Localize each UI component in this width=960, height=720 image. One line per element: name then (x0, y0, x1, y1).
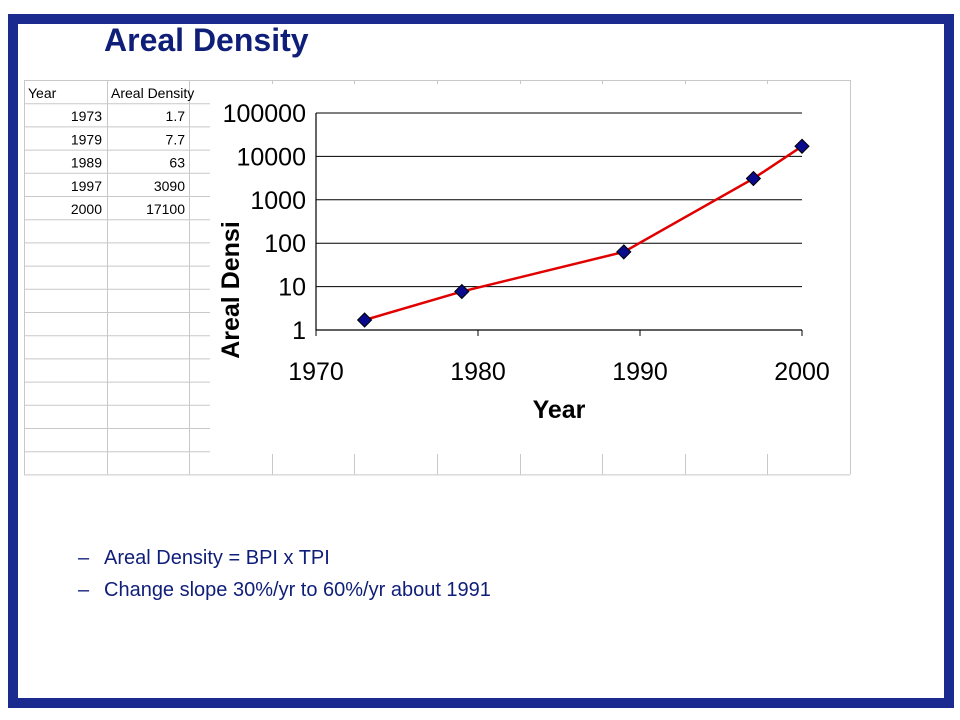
data-point (745, 170, 762, 187)
table-cell-value: 17100 (146, 201, 185, 217)
y-tick-label: 100000 (223, 100, 306, 128)
bullet-item: – Change slope 30%/yr to 60%/yr about 199… (78, 579, 491, 611)
table-cell-year: 2000 (71, 201, 102, 217)
data-point (454, 283, 470, 300)
table-cell-value: 1.7 (166, 108, 186, 124)
y-tick-label: 1000 (250, 187, 306, 215)
chart: 1 10 100 1000 10000 100000 1970 1980 1990 2000 Yea… (210, 84, 850, 454)
x-tick-label: 1970 (288, 358, 344, 386)
y-axis-title: Areal Densi (217, 221, 245, 359)
bullet-text: Change slope 30%/yr to 60%/yr about 1991 (104, 579, 491, 601)
slide-title: Areal Density (104, 22, 309, 58)
bullet-text: Areal Density = BPI x TPI (104, 547, 330, 569)
table-cell-year: 1989 (71, 155, 102, 171)
data-point (356, 312, 373, 328)
x-axis-title: Year (533, 396, 586, 424)
table-cell-year: 1997 (71, 178, 102, 194)
table-cell-value: 7.7 (166, 131, 186, 147)
data-point (616, 244, 632, 260)
x-tick-label: 1980 (450, 358, 506, 386)
y-tick-label: 1 (292, 317, 306, 345)
table-cell-value: 63 (169, 155, 185, 171)
y-tick-label: 10000 (236, 143, 306, 171)
table-cell-year: 1979 (71, 131, 102, 147)
spreadsheet-cells: Year Areal Density 1973 1.7 1979 7.7 1989 63 199… (28, 85, 194, 217)
x-tick-label: 2000 (774, 358, 830, 386)
y-tick-label: 10 (278, 274, 306, 302)
spreadsheet-with-chart: Year Areal Density 1973 1.7 1979 7.7 1989 63 199… (24, 80, 851, 476)
table-header-areal-density: Areal Density (111, 85, 194, 101)
x-tick-label: 1990 (612, 358, 668, 386)
bullet-list: – Areal Density = BPI x TPI – Change slope… (78, 547, 491, 611)
chart-area (210, 84, 850, 454)
y-tick-label: 100 (264, 230, 306, 258)
table-cell-year: 1973 (71, 108, 102, 124)
table-header-year: Year (28, 85, 57, 101)
bullet-item: – Areal Density = BPI x TPI (78, 547, 491, 579)
data-point (794, 138, 810, 154)
table-cell-value: 3090 (154, 178, 185, 194)
